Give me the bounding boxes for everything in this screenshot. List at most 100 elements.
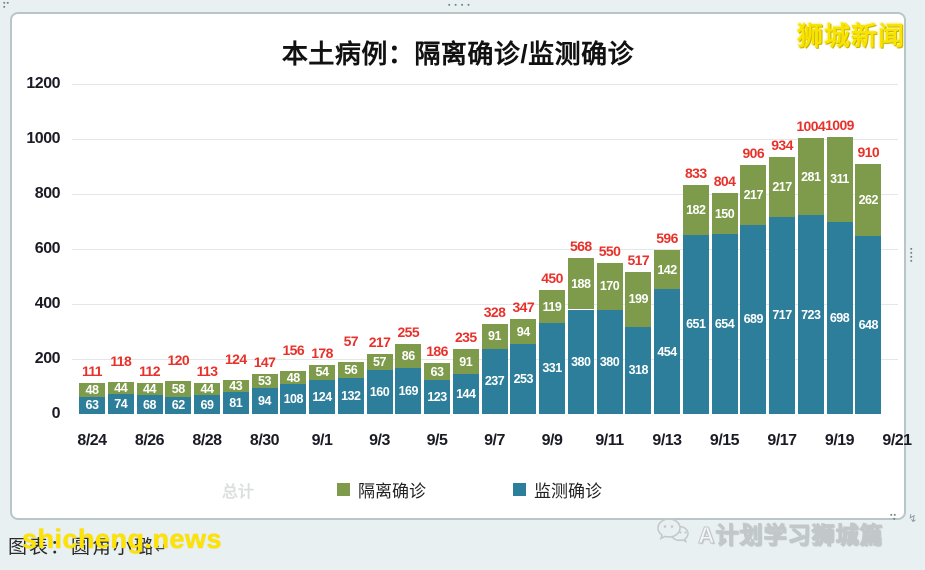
bar-value-quarantine: 58 bbox=[171, 381, 185, 396]
bar-value-quarantine: 63 bbox=[430, 364, 444, 379]
bar-value-quarantine: 170 bbox=[599, 279, 620, 294]
bar-value-quarantine: 48 bbox=[85, 383, 99, 398]
bar-value-surveillance: 169 bbox=[398, 383, 419, 398]
bar-total-label: 550 bbox=[598, 242, 621, 259]
y-axis-label-800: 800 bbox=[34, 185, 61, 202]
bar-total-label: 450 bbox=[541, 270, 563, 287]
bar-total-label: 596 bbox=[656, 230, 678, 247]
bar-total-label: 235 bbox=[454, 329, 477, 346]
watermark-shicheng-news: shicheng.news bbox=[22, 524, 223, 554]
x-axis-label-8-28: 8/28 bbox=[192, 432, 222, 449]
selection-handle-bottom-right[interactable]: ▪▪ ▪ bbox=[890, 512, 897, 523]
bar-value-quarantine: 48 bbox=[286, 370, 300, 385]
bar-segment-quarantine bbox=[280, 371, 307, 385]
wechat-icon bbox=[656, 517, 690, 550]
bar-total-label: 910 bbox=[857, 143, 880, 160]
selection-handle-right-middle[interactable]: ▪ ▪ ▪ ▪ bbox=[910, 246, 914, 265]
bar-value-surveillance: 253 bbox=[513, 372, 534, 387]
resize-arrow-glyph: ↯ bbox=[908, 513, 918, 525]
bar-value-quarantine: 182 bbox=[686, 202, 706, 217]
bar-segment-quarantine bbox=[682, 184, 709, 235]
bar-value-quarantine: 91 bbox=[459, 354, 473, 369]
bar-segment-surveillance bbox=[539, 322, 565, 414]
legend-label-surveillance: 监测确诊 bbox=[534, 482, 602, 501]
bar-segment-surveillance bbox=[337, 377, 364, 414]
bar-segment-quarantine bbox=[654, 250, 680, 290]
bar-total-label: 147 bbox=[253, 353, 276, 370]
bar-value-surveillance: 81 bbox=[229, 395, 243, 410]
x-axis-label-9-11: 9/11 bbox=[595, 432, 624, 449]
bar-segment-surveillance bbox=[826, 222, 853, 414]
bar-total-label: 178 bbox=[311, 345, 333, 362]
bar-total-label: 1004 bbox=[796, 117, 826, 134]
bar-total-label: 517 bbox=[627, 251, 650, 268]
y-axis-label-400: 400 bbox=[34, 295, 61, 312]
bar-segment-quarantine bbox=[596, 262, 623, 310]
bar-segment-quarantine bbox=[337, 362, 364, 378]
bar-value-surveillance: 454 bbox=[657, 344, 677, 359]
y-axis-label-200: 200 bbox=[34, 350, 61, 367]
bar-total-label: 328 bbox=[483, 303, 506, 320]
x-axis-label-8-26: 8/26 bbox=[134, 432, 165, 449]
bar-segment-quarantine bbox=[740, 164, 767, 225]
y-axis-label-1000: 1000 bbox=[26, 130, 60, 147]
x-axis-label-9-5: 9/5 bbox=[426, 432, 448, 449]
bar-total-label: 57 bbox=[343, 333, 359, 350]
bar-segment-quarantine bbox=[366, 354, 393, 370]
bar-value-surveillance: 94 bbox=[258, 394, 271, 409]
bar-segment-surveillance bbox=[79, 396, 105, 414]
x-axis-label-9-7: 9/7 bbox=[484, 432, 505, 449]
bar-value-quarantine: 311 bbox=[830, 172, 849, 187]
bar-total-label: 906 bbox=[742, 144, 765, 161]
bar-total-label: 568 bbox=[569, 237, 592, 254]
bar-value-surveillance: 648 bbox=[858, 317, 879, 332]
x-axis-label-9-21: 9/21 bbox=[882, 432, 912, 449]
bar-segment-quarantine bbox=[567, 257, 594, 310]
bar-total-label: 112 bbox=[139, 363, 160, 380]
bar-value-surveillance: 651 bbox=[686, 317, 706, 332]
x-axis-label-8-30: 8/30 bbox=[249, 432, 280, 449]
bar-total-label: 120 bbox=[167, 352, 190, 368]
gridline-400 bbox=[72, 304, 898, 305]
selection-handle-top-center[interactable]: ▪ ▪ ▪ ▪ bbox=[448, 2, 471, 9]
bar-segment-surveillance bbox=[366, 370, 393, 414]
x-axis-label-9-19: 9/19 bbox=[824, 432, 855, 449]
bar-total-label: 111 bbox=[81, 363, 103, 380]
gridline-600 bbox=[72, 249, 898, 250]
x-axis-label-9-9: 9/9 bbox=[541, 432, 563, 449]
bar-segment-quarantine bbox=[539, 290, 565, 323]
bar-segment-quarantine bbox=[79, 383, 105, 397]
y-axis-label-0: 0 bbox=[51, 405, 61, 422]
bar-segment-quarantine bbox=[194, 382, 220, 396]
bar-segment-surveillance bbox=[797, 215, 824, 414]
bar-value-quarantine: 199 bbox=[628, 292, 649, 307]
selection-handle-top-left[interactable]: ▪▪ ▪ bbox=[3, 0, 10, 11]
legend-label-quarantine: 隔离确诊 bbox=[358, 482, 426, 501]
bar-value-surveillance: 160 bbox=[369, 385, 390, 399]
bar-value-quarantine: 91 bbox=[488, 329, 501, 344]
chart-legend: 隔离确诊 监测确诊 bbox=[0, 477, 925, 501]
bar-value-quarantine: 53 bbox=[258, 373, 271, 388]
bar-segment-quarantine bbox=[452, 349, 479, 375]
faint-total-text: 总计 bbox=[222, 484, 255, 501]
bar-value-quarantine: 142 bbox=[657, 262, 677, 277]
bar-value-surveillance: 62 bbox=[171, 398, 185, 413]
bar-total-label: 255 bbox=[397, 323, 420, 340]
bar-segment-surveillance bbox=[107, 393, 134, 414]
bar-segment-quarantine bbox=[309, 365, 335, 380]
bar-value-surveillance: 68 bbox=[143, 397, 156, 412]
x-axis-label-9-3: 9/3 bbox=[369, 432, 390, 449]
bar-segment-surveillance bbox=[769, 216, 795, 414]
brand-logo-text: 狮城新闻 bbox=[796, 21, 905, 51]
y-axis-label-600: 600 bbox=[34, 240, 61, 257]
bar-segment-surveillance bbox=[251, 388, 278, 414]
bar-value-surveillance: 144 bbox=[456, 387, 476, 402]
bar-segment-surveillance bbox=[567, 309, 594, 414]
bar-value-surveillance: 63 bbox=[85, 398, 99, 413]
bar-segment-surveillance bbox=[280, 384, 307, 414]
bar-segment-surveillance bbox=[596, 309, 623, 414]
bar-value-quarantine: 217 bbox=[743, 187, 764, 202]
bar-total-label: 804 bbox=[713, 172, 736, 189]
bar-value-quarantine: 44 bbox=[200, 381, 214, 396]
bar-total-label: 124 bbox=[224, 350, 247, 367]
